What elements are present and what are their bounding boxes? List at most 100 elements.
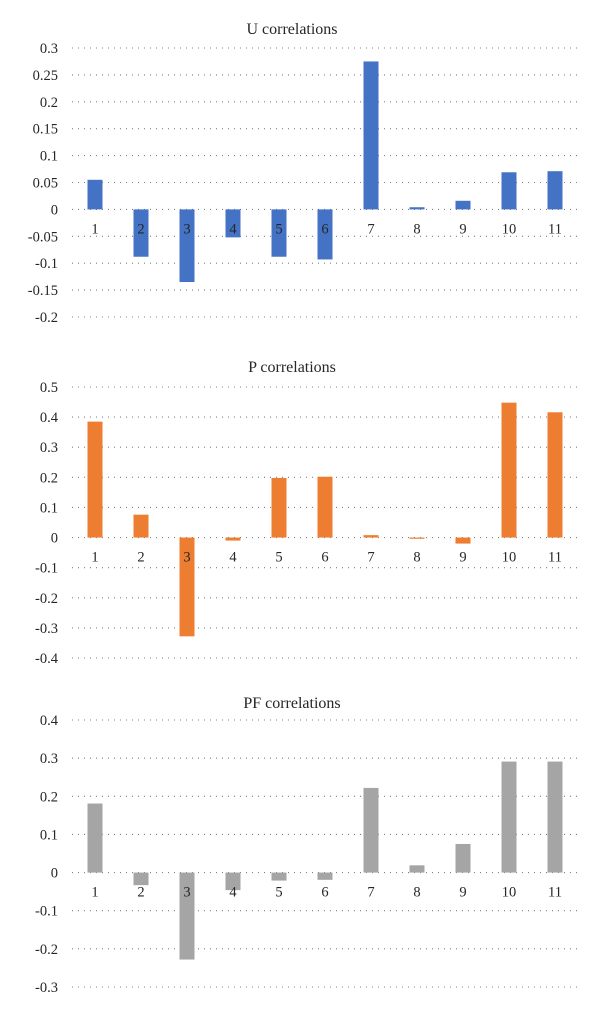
- chart-title: P correlations: [248, 359, 336, 376]
- category-label: 10: [502, 885, 517, 901]
- y-tick-label: 0.1: [40, 500, 58, 516]
- y-tick-label: -0.3: [35, 621, 58, 637]
- bar: [225, 209, 241, 238]
- bar: [271, 477, 287, 538]
- category-label: 2: [137, 221, 144, 237]
- category-label: 10: [502, 221, 517, 237]
- bar: [87, 803, 103, 873]
- y-tick-label: -0.1: [35, 904, 58, 920]
- p-correlations-chart: P correlations 0.5 0.4 0.3 0.2 0.1 0 -0.1 -0.2 -…: [35, 359, 578, 667]
- y-tick-label: 0.3: [40, 751, 58, 767]
- category-label: 5: [275, 550, 282, 566]
- category-label: 9: [459, 550, 466, 566]
- category-label: 3: [183, 221, 190, 237]
- y-tick-label: 0.5: [40, 380, 58, 396]
- y-tick-label: 0.2: [40, 470, 58, 486]
- category-label: 7: [367, 221, 374, 237]
- category-label: 1: [91, 550, 98, 566]
- y-tick-label: 0.3: [40, 440, 58, 456]
- chart-title: PF correlations: [243, 695, 340, 712]
- bar: [133, 872, 149, 886]
- category-label: 1: [91, 885, 98, 901]
- y-tick-label: 0.25: [33, 68, 58, 84]
- y-tick-label: -0.3: [35, 980, 58, 996]
- bar: [317, 209, 333, 260]
- category-label: 7: [367, 550, 374, 566]
- category-label: 11: [548, 221, 562, 237]
- bar: [409, 865, 425, 873]
- bar: [547, 761, 563, 873]
- bar: [133, 514, 149, 538]
- category-label: 2: [137, 550, 144, 566]
- y-tick-label: 0.1: [40, 827, 58, 843]
- y-tick-label: -0.2: [35, 310, 58, 326]
- bar: [87, 421, 103, 538]
- bar: [409, 537, 425, 539]
- y-tick-label: 0.4: [40, 713, 59, 729]
- bar: [363, 535, 379, 538]
- y-tick-label: 0.15: [33, 122, 58, 138]
- category-label: 3: [183, 550, 190, 566]
- bar: [409, 207, 425, 210]
- chart-title: U correlations: [246, 21, 337, 38]
- y-tick-label: 0.3: [40, 41, 58, 57]
- y-tick-label: -0.2: [35, 591, 58, 607]
- category-label: 6: [321, 550, 328, 566]
- bar: [455, 537, 471, 544]
- y-tick-label: 0: [51, 531, 58, 547]
- category-label: 8: [413, 221, 420, 237]
- category-label: 4: [229, 221, 237, 237]
- bar: [271, 209, 287, 257]
- category-label: 7: [367, 885, 374, 901]
- y-tick-label: 0: [51, 202, 58, 218]
- category-label: 3: [183, 885, 190, 901]
- category-label: 5: [275, 885, 282, 901]
- y-tick-label: -0.1: [35, 256, 58, 272]
- y-tick-label: -0.15: [28, 283, 58, 299]
- bar: [179, 537, 195, 637]
- bar: [547, 412, 563, 538]
- bar: [87, 179, 103, 210]
- u-correlations-chart: U correlations 0.3 0.25 0.2 0.15 0.1 0.05 0 -0.…: [28, 21, 578, 326]
- category-label: 6: [321, 885, 328, 901]
- category-label: 9: [459, 221, 466, 237]
- category-label: 11: [548, 550, 562, 566]
- bar: [225, 872, 241, 891]
- y-tick-label: 0: [51, 866, 58, 882]
- y-tick-label: 0.4: [40, 410, 59, 426]
- y-tick-label: -0.1: [35, 561, 58, 577]
- y-tick-label: 0.2: [40, 95, 58, 111]
- bar: [179, 209, 195, 283]
- category-label: 6: [321, 221, 328, 237]
- y-tick-label: 0.2: [40, 789, 58, 805]
- y-tick-label: 0.05: [33, 176, 58, 192]
- category-label: 8: [413, 550, 420, 566]
- bar: [455, 843, 471, 873]
- bar: [179, 872, 195, 960]
- category-label: 9: [459, 885, 466, 901]
- category-label: 4: [229, 885, 237, 901]
- bar: [455, 200, 471, 210]
- pf-correlations-chart: PF correlations 0.4 0.3 0.2 0.1 0 -0.1 -0.2 -0.…: [35, 695, 578, 996]
- y-tick-label: -0.2: [35, 942, 58, 958]
- category-label: 4: [229, 550, 237, 566]
- bar: [547, 171, 563, 210]
- bar: [501, 172, 517, 210]
- bar: [363, 787, 379, 873]
- bar: [271, 872, 287, 881]
- bar: [317, 872, 333, 880]
- category-label: 1: [91, 221, 98, 237]
- bar: [317, 476, 333, 538]
- category-label: 2: [137, 885, 144, 901]
- y-tick-label: -0.05: [28, 229, 58, 245]
- y-tick-label: 0.1: [40, 149, 58, 165]
- bar: [501, 402, 517, 538]
- category-label: 10: [502, 550, 517, 566]
- y-tick-label: -0.4: [35, 651, 59, 667]
- bar: [363, 61, 379, 210]
- bar: [133, 209, 149, 257]
- bar: [225, 537, 241, 541]
- bar: [501, 761, 517, 873]
- category-label: 8: [413, 885, 420, 901]
